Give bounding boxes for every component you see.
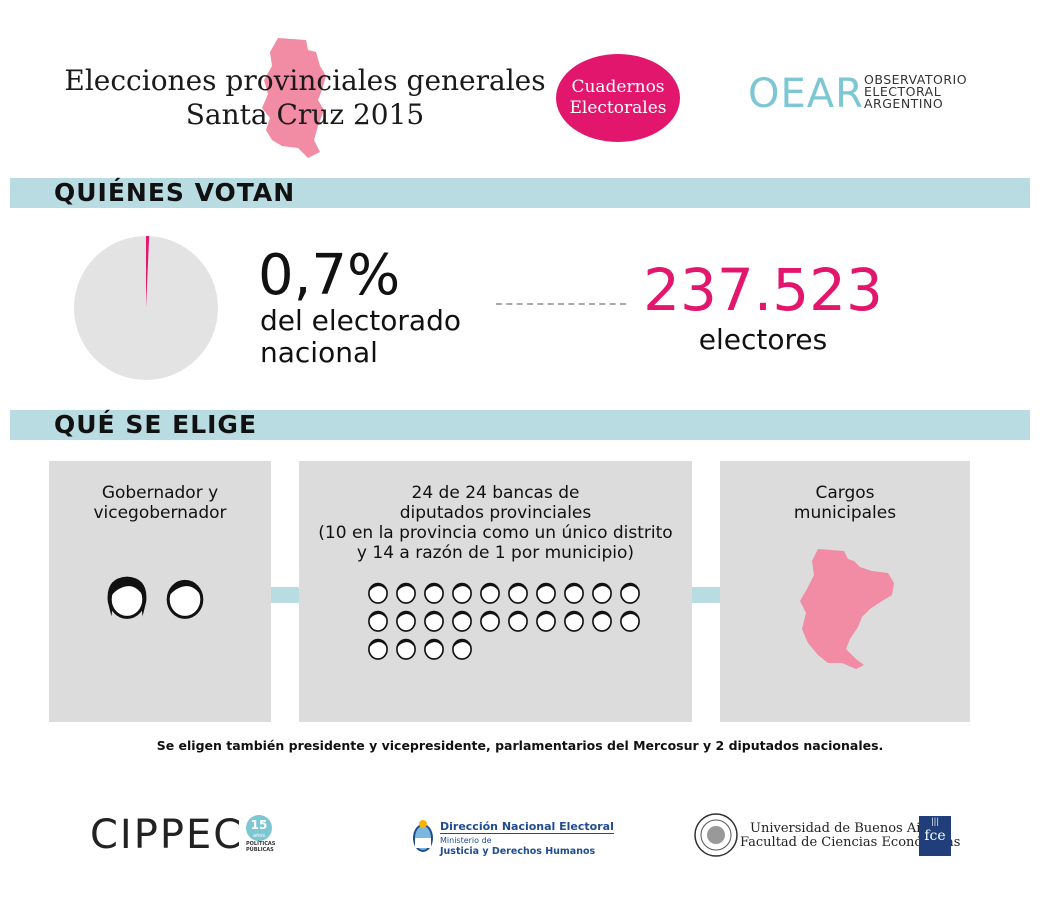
santa-cruz-map-icon-small [800,549,894,669]
oear-line-3: ARGENTINO [864,96,944,111]
person-face-icon [564,610,584,632]
person-face-icon [424,582,444,604]
page-title: Elecciones provinciales generales Santa … [60,64,550,132]
person-face-icon [396,582,416,604]
box-gobernador-text: Gobernador y vicegobernador [49,483,271,523]
electorate-share-pie-chart [74,236,218,380]
argentina-shield-icon [413,820,433,852]
electorate-percent: 0,7% [258,243,401,308]
dashed-separator [496,303,626,305]
person-face-icon [107,576,147,619]
section-bar-que-se-elige [10,410,1030,440]
cippec-badge-number: 15 [250,818,268,832]
person-face-icon [396,638,416,660]
box2-line-1: 24 de 24 bancas de [411,483,580,503]
box1-line-1: Gobernador y [101,483,219,503]
box3-line-2: municipales [793,503,897,523]
box-connector-2 [692,587,720,603]
uba-name: Universidad de Buenos Aires [750,821,941,836]
footer-note: Se eligen también presidente y vicepresi… [156,738,884,753]
dne-ministerio: Ministerio de [440,836,492,845]
person-face-icon [396,610,416,632]
section-bar-quienes-votan [10,178,1030,208]
person-face-icon [592,610,612,632]
person-face-icon [536,610,556,632]
section-heading-que-se-elige: QUÉ SE ELIGE [54,410,258,439]
person-face-icon [620,610,640,632]
cuadernos-electorales-badge: Cuadernos Electorales [556,54,680,142]
cippec-sub-2: PÚBLICAS [246,847,274,853]
box-connector-1 [271,587,299,603]
person-face-icon [368,638,388,660]
box2-line-3: (10 en la provincia como un único distri… [318,523,673,543]
box1-line-2: vicegobernador [93,503,227,523]
box2-line-2: diputados provinciales [399,503,592,523]
fce-logo-top: ||| [930,817,940,826]
title-line-2: Santa Cruz 2015 [185,98,425,131]
section-heading-quienes-votan: QUIÉNES VOTAN [54,178,296,207]
person-face-icon [166,579,204,619]
person-face-icon [424,638,444,660]
electorate-percent-label: del electorado nacional [260,305,461,369]
person-face-icon [508,582,528,604]
electors-count: 237.523 [643,256,883,324]
cippec-sub-1: POLÍTICAS [246,841,276,847]
pie-slice-santa-cruz [146,236,150,308]
person-face-icon [452,610,472,632]
oear-logo-mark: OEAR [748,71,864,117]
person-face-icon [424,610,444,632]
person-face-icon [480,610,500,632]
person-face-icon [536,582,556,604]
badge-line-1: Cuadernos [571,77,665,97]
percent-label-line-2: nacional [260,336,378,369]
cippec-logo: CIPPEC [90,812,244,858]
box-gobernador: Gobernador y vicegobernador [49,461,271,722]
cippec-badge-sub: años [253,833,265,839]
fce-name: Facultad de Ciencias Económicas [740,835,961,850]
fce-logo-mark: fce [924,828,946,844]
box-diputados-text: 24 de 24 bancas de diputados provinciale… [299,483,692,563]
percent-label-line-1: del electorado [260,304,461,337]
person-face-icon [592,582,612,604]
box3-line-1: Cargos [815,483,875,503]
person-face-icon [508,610,528,632]
cippec-15-badge: 15 años [246,815,272,841]
person-face-icon [452,638,472,660]
dne-title: Dirección Nacional Electoral [440,820,614,834]
person-face-icon [452,582,472,604]
box2-line-4: y 14 a razón de 1 por municipio) [356,543,635,563]
santa-cruz-map-icon [262,38,326,158]
title-line-1: Elecciones provinciales generales [64,64,546,97]
person-face-icon [564,582,584,604]
fce-logo: ||| fce [919,816,951,856]
oear-logo-text: OBSERVATORIO ELECTORAL ARGENTINO [864,72,968,111]
person-face-icon [480,582,500,604]
badge-line-2: Electorales [569,98,667,118]
person-face-icon [368,582,388,604]
electors-label: electores [698,323,828,356]
dne-justicia: Justicia y Derechos Humanos [440,846,596,857]
oear-line-1: OBSERVATORIO [864,72,968,87]
box-cargos-municipales: Cargos municipales [720,461,970,722]
cippec-subtitle: POLÍTICAS PÚBLICAS [246,841,275,853]
uba-seal-icon [694,813,738,857]
box-diputados: 24 de 24 bancas de diputados provinciale… [299,461,692,722]
oear-line-2: ELECTORAL [864,84,942,99]
box-municipales-text: Cargos municipales [720,483,970,523]
person-face-icon [620,582,640,604]
person-face-icon [368,610,388,632]
